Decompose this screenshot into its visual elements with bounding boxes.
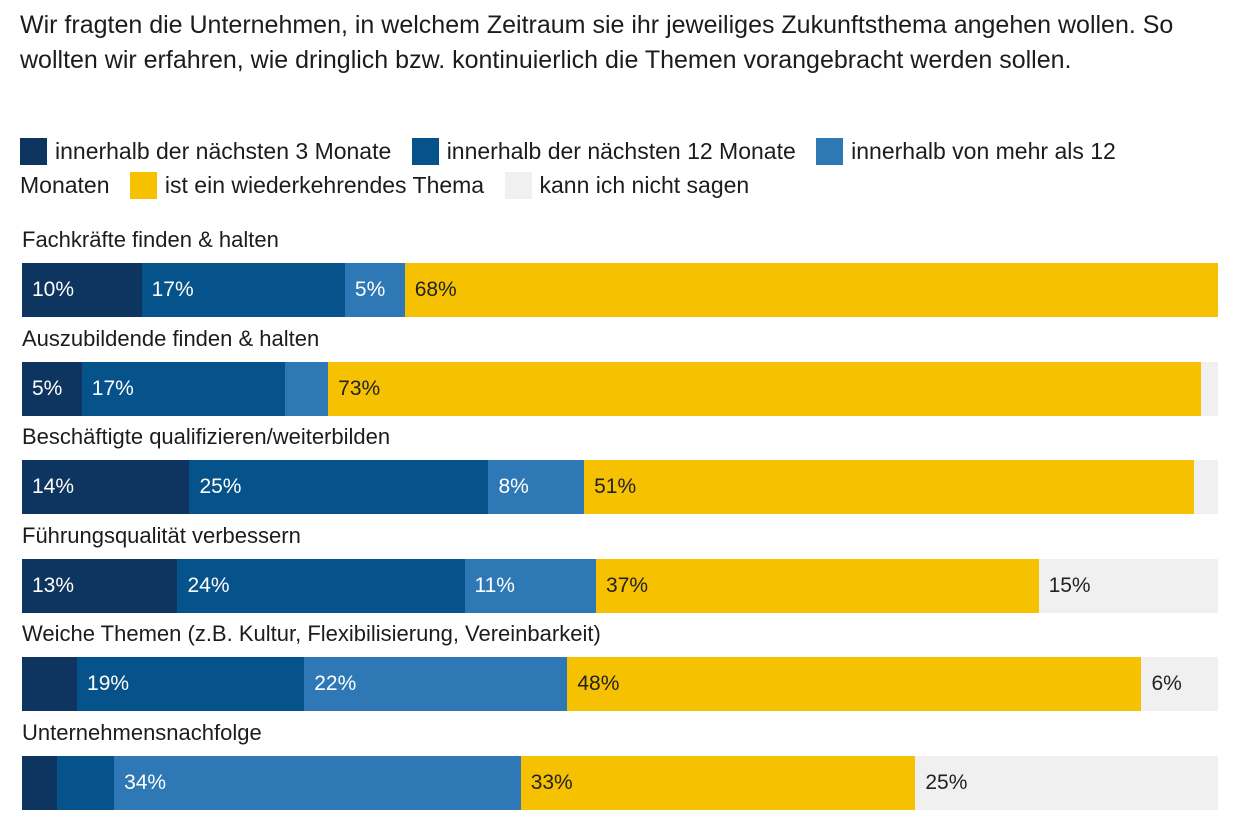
bar-segment xyxy=(285,362,329,416)
legend-swatch xyxy=(411,138,439,165)
bar-segment: 17% xyxy=(81,362,286,416)
intro-text: Wir fragten die Unternehmen, in welchem … xyxy=(20,11,1174,74)
legend-swatch xyxy=(20,138,47,165)
bar-segment: 25% xyxy=(189,460,489,514)
bar-row: 19% 22% 48% 6% xyxy=(22,657,1218,711)
category-label: Unternehmensnachfolge xyxy=(22,720,262,745)
legend-label: innerhalb der nächsten 12 Monate xyxy=(446,138,796,164)
legend: innerhalb der nächsten 3 Monate innerhal… xyxy=(20,134,1210,202)
bar-segment: 24% xyxy=(177,559,465,613)
bar-segment: 22% xyxy=(304,657,568,711)
data-label: 24% xyxy=(187,574,230,597)
legend-label: innerhalb der nächsten 3 Monate xyxy=(55,138,392,164)
legend-label: innerhalb von mehr als 12 Monaten xyxy=(20,138,1116,198)
bar-segment: 13% xyxy=(22,559,178,613)
category-label: Weiche Themen (z.B. Kultur, Flexibilisie… xyxy=(22,621,601,646)
data-label: 19% xyxy=(87,672,130,695)
data-label: 25% xyxy=(925,771,968,794)
bar-segment xyxy=(56,756,115,810)
category-label: Beschäftigte qualifizieren/weiterbilden xyxy=(22,424,391,449)
bar-segment: 11% xyxy=(464,559,597,613)
category-label: Auszubildende finden & halten xyxy=(22,326,320,351)
bar-segment xyxy=(22,657,78,711)
data-label: 48% xyxy=(577,672,620,695)
bar-segment: 15% xyxy=(1038,559,1218,613)
bar-row: 13% 24% 11% 37% 15% xyxy=(22,559,1218,613)
bar-segment xyxy=(1201,362,1210,416)
bar-segment: 19% xyxy=(77,657,305,711)
data-label: 11% xyxy=(474,574,515,597)
data-label: 33% xyxy=(530,771,573,794)
bar-segment: 25% xyxy=(915,756,1215,810)
bar-segment: 37% xyxy=(596,559,1039,613)
bar-segment: 5% xyxy=(22,362,82,416)
data-label: 13% xyxy=(32,574,75,597)
bar-segment xyxy=(22,756,57,810)
bar-segment: 10% xyxy=(22,263,142,317)
data-label: 10% xyxy=(32,278,75,301)
category-label: Führungsqualität verbessern xyxy=(22,523,301,548)
bar-segment: 73% xyxy=(328,362,1202,416)
bar-segment: 6% xyxy=(1141,657,1214,711)
data-label: 8% xyxy=(498,475,529,498)
data-label: 14% xyxy=(32,475,75,498)
legend-item: ist ein wiederkehrendes Thema xyxy=(129,172,498,199)
bar-row: 5% 17% 73% xyxy=(22,362,1218,416)
bar-segment: 34% xyxy=(114,756,521,810)
legend-swatch xyxy=(816,138,844,165)
legend-item: kann ich nicht sagen xyxy=(504,172,764,199)
category-label: Fachkräfte finden & halten xyxy=(22,227,279,252)
bar-row: 34% 33% 25% xyxy=(22,756,1218,810)
legend-label: ist ein wiederkehrendes Thema xyxy=(164,172,485,198)
bar-row: 10% 17% 5% 68% xyxy=(22,263,1218,317)
bar-segment xyxy=(1194,460,1209,514)
bar-segment: 51% xyxy=(584,460,1195,514)
data-label: 5% xyxy=(32,377,63,400)
data-label: 17% xyxy=(91,377,134,400)
data-label: 37% xyxy=(606,574,649,597)
legend-label: kann ich nicht sagen xyxy=(539,172,750,198)
legend-item: innerhalb der nächsten 3 Monate xyxy=(20,138,405,165)
data-label: 25% xyxy=(199,475,242,498)
data-label: 73% xyxy=(338,377,381,400)
bar-segment: 14% xyxy=(22,460,190,514)
bar-segment: 48% xyxy=(567,657,1142,711)
bar-segment: 68% xyxy=(404,263,1218,317)
data-label: 51% xyxy=(594,475,637,498)
data-label: 22% xyxy=(314,672,357,695)
bar-segment: 17% xyxy=(141,263,345,317)
bar-segment: 33% xyxy=(520,756,916,810)
legend-item: innerhalb der nächsten 12 Monate xyxy=(411,138,810,165)
bar-segment: 5% xyxy=(344,263,405,317)
legend-swatch xyxy=(504,172,532,199)
data-label: 17% xyxy=(151,278,194,301)
legend-swatch xyxy=(129,172,157,199)
data-label: 6% xyxy=(1151,672,1182,695)
bar-segment: 8% xyxy=(488,460,585,514)
bar-row: 14% 25% 8% 51% xyxy=(22,460,1218,514)
data-label: 68% xyxy=(414,278,457,301)
data-label: 15% xyxy=(1048,574,1091,597)
legend-item: innerhalb von mehr als 12 Monaten xyxy=(20,138,1116,198)
data-label: 34% xyxy=(124,771,167,794)
data-label: 5% xyxy=(354,278,386,301)
